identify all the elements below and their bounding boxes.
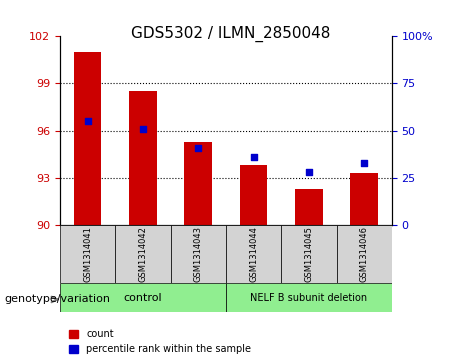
Point [195, 145, 202, 151]
Text: GSM1314045: GSM1314045 [304, 226, 313, 282]
FancyBboxPatch shape [60, 283, 226, 312]
Text: GDS5302 / ILMN_2850048: GDS5302 / ILMN_2850048 [131, 25, 330, 42]
Bar [240, 165, 267, 225]
Text: genotype/variation: genotype/variation [5, 294, 111, 305]
FancyBboxPatch shape [281, 225, 337, 283]
Bar [74, 52, 101, 225]
Bar [184, 142, 212, 225]
Bar [129, 91, 157, 225]
Point [305, 169, 313, 175]
Text: GSM1314044: GSM1314044 [249, 226, 258, 282]
Text: GSM1314043: GSM1314043 [194, 226, 203, 282]
Text: control: control [124, 293, 162, 303]
Bar [295, 189, 323, 225]
Legend: count, percentile rank within the sample: count, percentile rank within the sample [65, 326, 255, 358]
FancyBboxPatch shape [115, 225, 171, 283]
Text: NELF B subunit deletion: NELF B subunit deletion [250, 293, 367, 303]
Point [139, 126, 147, 132]
Text: GSM1314042: GSM1314042 [138, 226, 148, 282]
FancyBboxPatch shape [171, 225, 226, 283]
FancyBboxPatch shape [226, 225, 281, 283]
Point [250, 154, 257, 160]
Bar [350, 173, 378, 225]
Point [361, 160, 368, 166]
Text: GSM1314046: GSM1314046 [360, 226, 369, 282]
FancyBboxPatch shape [337, 225, 392, 283]
FancyBboxPatch shape [60, 225, 115, 283]
FancyBboxPatch shape [226, 283, 392, 312]
Text: GSM1314041: GSM1314041 [83, 226, 92, 282]
Point [84, 118, 91, 124]
